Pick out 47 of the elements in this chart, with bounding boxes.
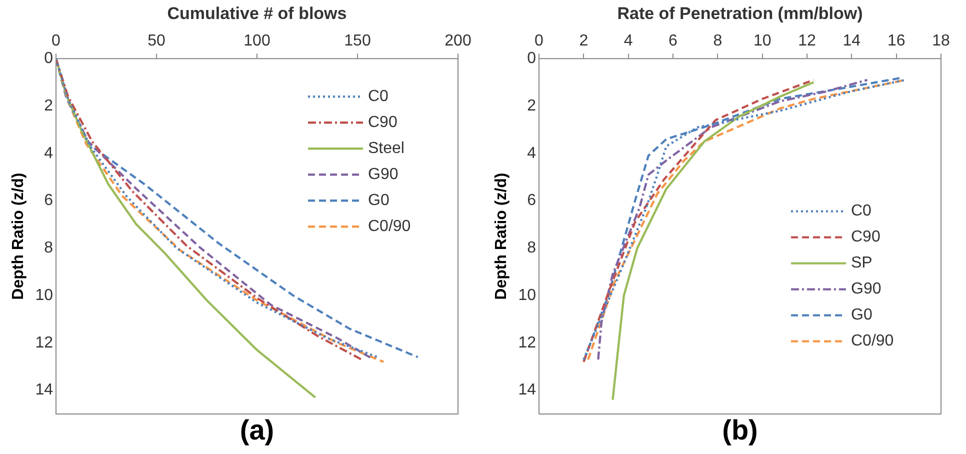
y-tick-label: 10 [35,286,54,304]
legend-label: G90 [368,166,398,184]
y-tick-label: 2 [527,97,536,114]
legend-label: C0 [851,202,872,220]
y-tick-label: 4 [44,144,54,162]
legend-label: SP [851,254,872,272]
x-tick-label: 4 [624,32,633,50]
x-tick-label: 200 [444,32,472,50]
x-tick-label: 50 [148,32,166,50]
x-tick-label: 14 [842,32,861,50]
y-tick-label: 14 [518,382,536,399]
x-tick-label: 10 [753,32,772,50]
legend-label: Steel [368,140,404,158]
x-tick-label: 150 [344,32,371,50]
y-tick-label: 2 [44,97,54,114]
x-axis-title: Cumulative # of blows [167,4,347,23]
y-tick-label: 8 [44,240,54,257]
y-tick-label: 6 [527,192,536,210]
y-tick-label: 8 [527,240,536,257]
x-tick-label: 18 [932,32,950,50]
legend-label: G0 [368,192,390,210]
y-tick-label: 0 [527,50,536,68]
x-tick-label: 6 [668,32,678,50]
legend-label: C0/90 [851,332,894,350]
x-tick-label: 100 [244,32,270,50]
y-axis-title: Depth Ratio (z/d) [493,172,510,300]
legend-label: C0/90 [368,218,411,236]
x-axis-title: Rate of Penetration (mm/blow) [617,4,863,23]
y-tick-label: 4 [527,144,536,162]
y-tick-label: 0 [44,50,54,68]
legend-label: C0 [368,88,389,106]
x-tick-label: 8 [713,32,722,50]
text: (b) [722,414,758,446]
x-tick-label: 2 [579,32,588,50]
y-tick-label: 12 [518,334,536,352]
y-tick-label: 14 [35,382,54,399]
y-tick-label: 10 [518,286,536,304]
legend-label: G0 [851,306,872,324]
text: (a) [240,414,274,446]
legend-label: C90 [368,114,398,132]
legend-label: G90 [851,280,882,298]
y-axis-title: Depth Ratio (z/d) [10,172,28,300]
y-tick-label: 6 [44,192,54,210]
legend-label: C90 [851,228,880,246]
x-tick-label: 16 [887,32,906,50]
x-tick-label: 12 [798,32,816,50]
y-tick-label: 12 [35,334,54,352]
